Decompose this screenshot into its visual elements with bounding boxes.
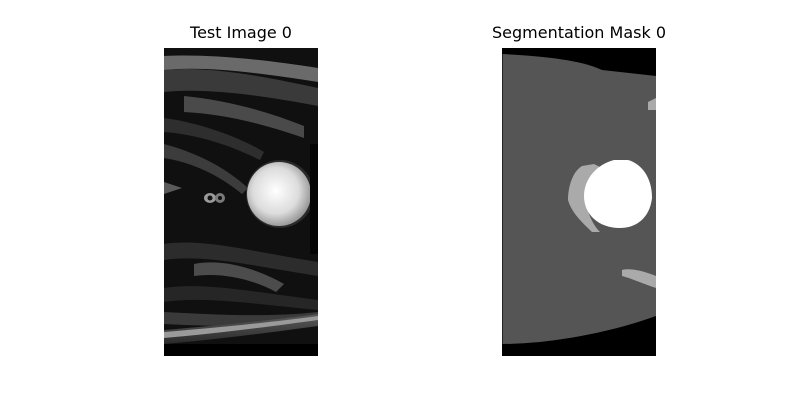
panel-title-right: Segmentation Mask 0 (491, 23, 667, 42)
mri-image (164, 48, 318, 356)
segmentation-mask (502, 48, 656, 356)
panel-title-left: Test Image 0 (190, 23, 292, 42)
